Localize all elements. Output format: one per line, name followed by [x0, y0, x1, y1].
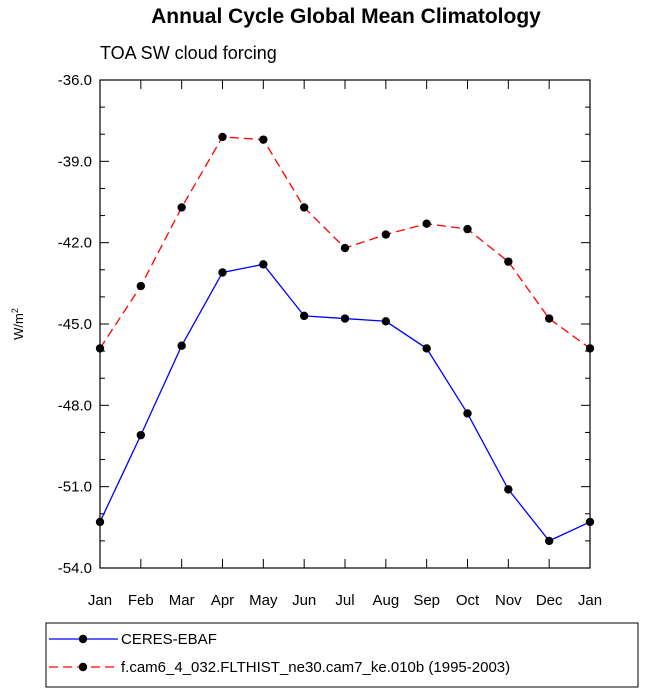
- x-tick-label: Oct: [456, 592, 480, 609]
- y-axis-label: W/m2: [10, 308, 26, 340]
- data-point-series-1: [422, 344, 431, 353]
- chart-subtitle: TOA SW cloud forcing: [100, 43, 277, 63]
- data-point-series-2: [299, 203, 309, 212]
- data-point-series-1: [299, 311, 309, 321]
- y-axis-label-text: W/m: [11, 313, 26, 340]
- x-tick-label: Jul: [335, 592, 354, 609]
- data-point-series-1: [259, 260, 268, 269]
- data-point-series-2: [504, 257, 513, 266]
- x-tick-label: Jan: [578, 592, 602, 609]
- x-tick-label: Mar: [169, 592, 195, 609]
- legend: CERES-EBAF f.cam6_4_032.FLTHIST_ne30.cam7…: [45, 622, 639, 688]
- data-point-series-1: [544, 536, 554, 546]
- data-point-series-1: [177, 341, 186, 350]
- y-tick-label: -54.0: [58, 560, 92, 577]
- chart-title: Annual Cycle Global Mean Climatology: [151, 5, 541, 28]
- x-tick-label: Nov: [495, 592, 522, 609]
- y-tick-label: -36.0: [58, 72, 92, 89]
- x-axis: Jan Feb Mar Apr May Jun Jul Aug Sep Oct Nov Dec Jan: [88, 80, 602, 609]
- x-tick-label: Jan: [88, 592, 112, 609]
- y-tick-label: -39.0: [58, 153, 92, 170]
- legend-label-1: CERES-EBAF: [121, 631, 217, 648]
- x-tick-label: Feb: [128, 592, 154, 609]
- x-tick-label: Apr: [211, 592, 234, 609]
- y-tick-label: -48.0: [58, 397, 92, 414]
- legend-marker-1: [78, 634, 88, 644]
- series-layer: [95, 132, 595, 546]
- legend-label-2: f.cam6_4_032.FLTHIST_ne30.cam7_ke.010b (…: [121, 659, 510, 676]
- x-tick-label: Aug: [372, 592, 399, 609]
- data-point-series-2: [259, 135, 268, 144]
- data-point-series-2: [381, 230, 391, 239]
- series-line-1: [99, 263, 591, 542]
- y-tick-label: -45.0: [58, 316, 92, 333]
- legend-box: [45, 622, 639, 688]
- data-point-series-2: [177, 203, 186, 212]
- x-tick-label: May: [249, 592, 278, 609]
- data-point-series-1: [504, 485, 513, 494]
- data-point-series-2: [422, 219, 431, 228]
- y-tick-label: -51.0: [58, 479, 92, 496]
- data-point-series-2: [136, 281, 146, 291]
- x-tick-label: Sep: [413, 592, 440, 609]
- y-tick-label: -42.0: [58, 235, 92, 252]
- data-point-series-2: [463, 224, 472, 234]
- x-tick-label: Jun: [292, 592, 316, 609]
- data-point-series-2: [544, 314, 554, 323]
- legend-marker-2: [78, 662, 88, 672]
- data-point-series-1: [136, 430, 146, 440]
- data-point-series-1: [463, 409, 472, 418]
- data-point-series-1: [340, 314, 350, 323]
- plot-frame: [99, 79, 591, 569]
- data-point-series-2: [218, 132, 227, 142]
- x-tick-label: Dec: [536, 592, 563, 609]
- data-point-series-1: [218, 268, 227, 277]
- data-point-series-1: [381, 317, 391, 326]
- data-point-series-2: [340, 243, 350, 253]
- y-axis-label-superscript: 2: [10, 308, 20, 313]
- y-axis: -36.0 -39.0 -42.0 -45.0 -48.0 -51.0 -54.0: [58, 72, 590, 577]
